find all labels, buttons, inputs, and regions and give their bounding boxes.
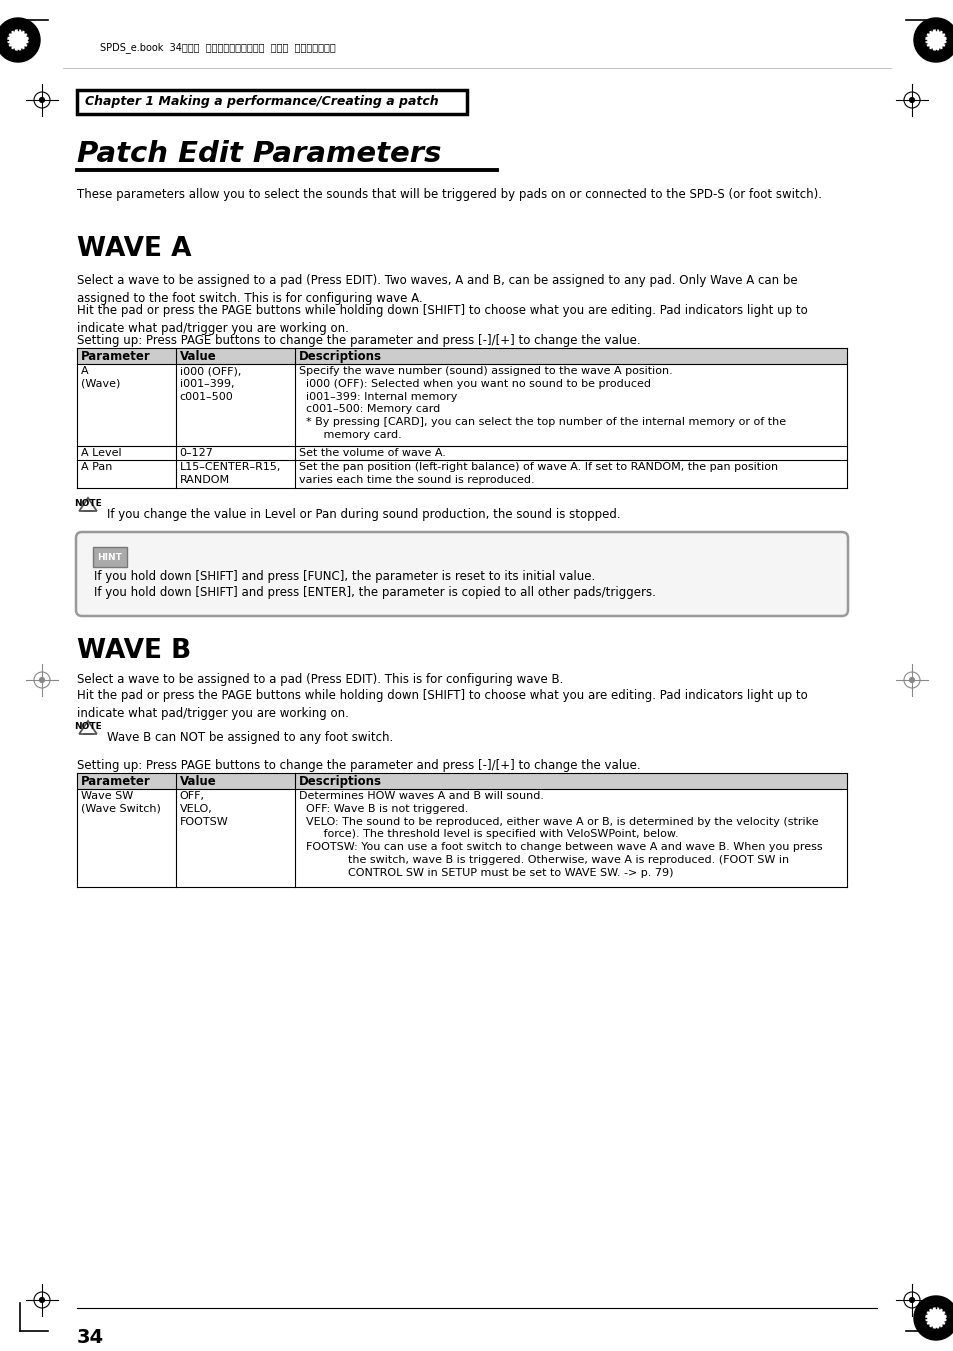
Polygon shape bbox=[0, 18, 40, 62]
Circle shape bbox=[908, 1297, 913, 1302]
Text: Wave SW
(Wave Switch): Wave SW (Wave Switch) bbox=[81, 790, 161, 813]
Polygon shape bbox=[913, 18, 953, 62]
Text: Setting up: Press PAGE buttons to change the parameter and press [-]/[+] to chan: Setting up: Press PAGE buttons to change… bbox=[77, 759, 640, 771]
Text: A Pan: A Pan bbox=[81, 462, 112, 471]
Circle shape bbox=[908, 678, 913, 682]
Text: Hit the pad or press the PAGE buttons while holding down [SHIFT] to choose what : Hit the pad or press the PAGE buttons wh… bbox=[77, 304, 807, 335]
Text: OFF,
VELO,
FOOTSW: OFF, VELO, FOOTSW bbox=[179, 790, 228, 827]
Text: Parameter: Parameter bbox=[81, 775, 151, 788]
Text: 0–127: 0–127 bbox=[179, 449, 213, 458]
Text: Value: Value bbox=[179, 775, 216, 788]
Polygon shape bbox=[913, 1296, 953, 1340]
Text: Descriptions: Descriptions bbox=[298, 350, 381, 363]
Text: Patch Edit Parameters: Patch Edit Parameters bbox=[77, 141, 441, 168]
Text: A
(Wave): A (Wave) bbox=[81, 366, 120, 389]
FancyBboxPatch shape bbox=[77, 91, 467, 113]
Text: Specify the wave number (sound) assigned to the wave A position.
  i000 (OFF): S: Specify the wave number (sound) assigned… bbox=[298, 366, 785, 440]
Text: 34: 34 bbox=[77, 1328, 104, 1347]
Text: SPDS_e.book  34ページ  ２００４年４月１９日  月曜日  午前９時５８分: SPDS_e.book 34ページ ２００４年４月１９日 月曜日 午前９時５８分 bbox=[100, 42, 335, 54]
Circle shape bbox=[40, 678, 45, 682]
Polygon shape bbox=[8, 30, 28, 50]
Text: Select a wave to be assigned to a pad (Press EDIT). This is for configuring wave: Select a wave to be assigned to a pad (P… bbox=[77, 673, 563, 686]
Circle shape bbox=[40, 97, 45, 103]
Circle shape bbox=[908, 97, 913, 103]
Text: Setting up: Press PAGE buttons to change the parameter and press [-]/[+] to chan: Setting up: Press PAGE buttons to change… bbox=[77, 334, 640, 347]
Text: Chapter 1 Making a performance/Creating a patch: Chapter 1 Making a performance/Creating … bbox=[85, 96, 438, 108]
Bar bbox=[77, 349, 846, 363]
FancyBboxPatch shape bbox=[76, 532, 847, 616]
Bar bbox=[77, 773, 846, 789]
Text: If you change the value in Level or Pan during sound production, the sound is st: If you change the value in Level or Pan … bbox=[107, 508, 620, 521]
Text: NOTE: NOTE bbox=[74, 721, 102, 731]
Text: Hit the pad or press the PAGE buttons while holding down [SHIFT] to choose what : Hit the pad or press the PAGE buttons wh… bbox=[77, 689, 807, 720]
Polygon shape bbox=[925, 30, 945, 50]
Text: Wave B can NOT be assigned to any foot switch.: Wave B can NOT be assigned to any foot s… bbox=[107, 731, 393, 744]
Text: A Level: A Level bbox=[81, 449, 121, 458]
Text: Set the pan position (left-right balance) of wave A. If set to RANDOM, the pan p: Set the pan position (left-right balance… bbox=[298, 462, 778, 485]
Polygon shape bbox=[925, 1308, 945, 1328]
Text: Value: Value bbox=[179, 350, 216, 363]
Text: Descriptions: Descriptions bbox=[298, 775, 381, 788]
Text: WAVE B: WAVE B bbox=[77, 638, 191, 663]
Text: If you hold down [SHIFT] and press [FUNC], the parameter is reset to its initial: If you hold down [SHIFT] and press [FUNC… bbox=[94, 570, 595, 584]
Text: Parameter: Parameter bbox=[81, 350, 151, 363]
Text: Set the volume of wave A.: Set the volume of wave A. bbox=[298, 449, 445, 458]
Circle shape bbox=[40, 1297, 45, 1302]
Text: These parameters allow you to select the sounds that will be triggered by pads o: These parameters allow you to select the… bbox=[77, 188, 821, 201]
Text: L15–CENTER–R15,
RANDOM: L15–CENTER–R15, RANDOM bbox=[179, 462, 280, 485]
Text: NOTE: NOTE bbox=[74, 499, 102, 508]
Text: Select a wave to be assigned to a pad (Press EDIT). Two waves, A and B, can be a: Select a wave to be assigned to a pad (P… bbox=[77, 274, 797, 305]
Text: WAVE A: WAVE A bbox=[77, 236, 192, 262]
Text: Determines HOW waves A and B will sound.
  OFF: Wave B is not triggered.
  VELO:: Determines HOW waves A and B will sound.… bbox=[298, 790, 821, 878]
Text: If you hold down [SHIFT] and press [ENTER], the parameter is copied to all other: If you hold down [SHIFT] and press [ENTE… bbox=[94, 586, 656, 598]
Text: i000 (OFF),
i001–399,
c001–500: i000 (OFF), i001–399, c001–500 bbox=[179, 366, 241, 401]
FancyBboxPatch shape bbox=[92, 547, 127, 567]
Text: HINT: HINT bbox=[97, 553, 122, 562]
